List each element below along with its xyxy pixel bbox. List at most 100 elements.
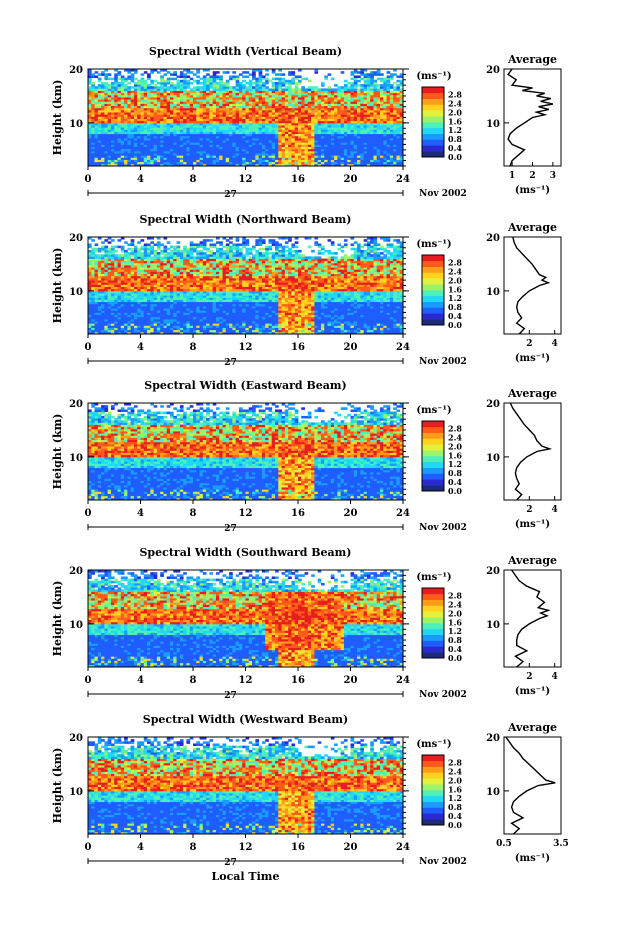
heatmap-cell [176,90,181,94]
heatmap-cell [268,159,273,163]
heatmap-cell [153,325,158,328]
heatmap-cell [288,86,292,89]
heatmap-cell [91,299,95,303]
heatmap-cell [258,73,263,76]
heatmap-cell [110,86,115,89]
heatmap-cell [288,163,292,167]
heatmap-cell [389,103,394,107]
heatmap-cell [114,109,118,113]
heatmap-cell [275,129,279,132]
heatmap-cell [193,155,197,158]
heatmap-cell [380,109,384,113]
heatmap-cell [130,75,135,79]
heatmap-cell [222,99,227,102]
heatmap-cell [179,127,184,130]
heatmap-cell [337,163,342,167]
heatmap-cell [94,122,99,126]
heatmap-cell [91,107,95,111]
heatmap-cell [170,157,174,160]
heatmap-cell [91,265,95,268]
heatmap-cell [360,99,365,102]
heatmap-cell [370,153,374,156]
heatmap-cell [133,277,138,281]
heatmap-cell [255,77,260,81]
heatmap-cell [163,107,168,111]
heatmap-cell [363,157,368,160]
heatmap-cell [183,118,187,122]
heatmap-cell [88,157,92,160]
heatmap-cell [140,112,145,115]
heatmap-cell [317,137,322,141]
heatmap-cell [219,148,223,152]
heatmap-cell [238,114,243,117]
heatmap-cell [314,148,319,152]
heatmap-cell [166,316,171,320]
heatmap-cell [261,142,266,145]
heatmap-cell [186,150,191,154]
heatmap-cell [314,159,319,163]
heatmap-cell [160,107,164,111]
heatmap-cell [196,146,200,150]
heatmap-cell [153,135,158,139]
heatmap-cell [399,135,404,139]
heatmap-cell [140,118,145,122]
heatmap-cell [196,140,200,143]
heatmap-cell [176,81,181,85]
heatmap-cell [261,90,266,94]
heatmap-cell [281,157,286,160]
heatmap-cell [133,155,138,158]
heatmap-cell [173,88,177,91]
heatmap-cell [225,105,230,109]
heatmap-cell [88,258,92,262]
heatmap-cell [284,118,289,122]
heatmap-cell [170,131,174,135]
heatmap-cell [350,140,355,143]
heatmap-cell [307,161,312,165]
heatmap-cell [252,148,256,152]
colorbar-tick-label: 0.8 [448,134,462,144]
heatmap-cell [88,122,92,126]
heatmap-cell [133,101,138,104]
heatmap-cell [88,243,92,247]
heatmap-cell [281,148,286,152]
heatmap-cell [173,159,177,163]
heatmap-cell [163,116,168,119]
heatmap-cell [380,125,384,128]
heatmap-cell [147,137,151,141]
heatmap-cell [189,94,194,98]
heatmap-cell [271,163,276,167]
heatmap-cell [183,129,187,132]
panel-title: Spectral Width (Vertical Beam) [149,45,342,58]
heatmap-cell [104,286,109,290]
heatmap-cell [173,90,177,94]
heatmap-cell [396,161,401,165]
heatmap-cell [186,86,191,89]
heatmap-cell [104,69,109,72]
heatmap-cell [147,131,151,135]
heatmap-cell [91,295,95,298]
heatmap-cell [281,84,286,87]
heatmap-cell [110,303,115,307]
heatmap-cell [140,321,145,324]
heatmap-cell [255,88,260,91]
heatmap-cell [311,107,315,111]
heatmap-cell [150,245,155,249]
heatmap-cell [383,155,387,158]
heatmap-cell [317,88,322,91]
heatmap-cell [130,308,135,311]
heatmap-cell [104,273,109,277]
heatmap-cell [235,116,240,119]
heatmap-cell [294,144,299,147]
heatmap-cell [124,92,128,96]
heatmap-cell [124,129,128,132]
heatmap-cell [183,153,187,156]
heatmap-cell [137,249,141,253]
heatmap-cell [252,129,256,132]
heatmap-cell [183,127,187,130]
heatmap-cell [281,135,286,139]
heatmap-cell [258,129,263,132]
heatmap-cell [147,112,151,115]
heatmap-cell [140,135,145,139]
heatmap-cell [143,286,148,290]
heatmap-cell [179,84,184,87]
